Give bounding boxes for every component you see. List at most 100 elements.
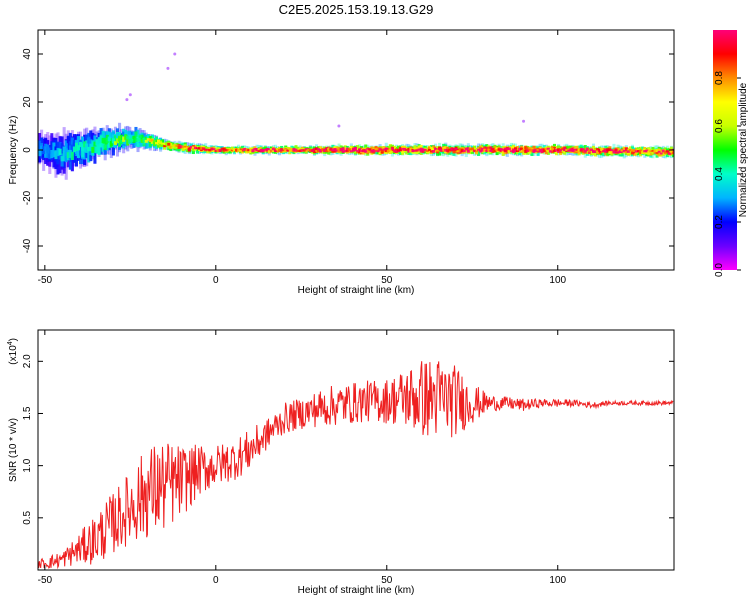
spectrogram-cell (614, 148, 618, 152)
spectrogram-cell (345, 149, 349, 152)
spectrogram-cell (669, 149, 673, 153)
spectrogram-cell (610, 149, 614, 152)
spectrogram-cell (120, 139, 124, 144)
spectrogram-cell (479, 147, 483, 151)
spectrogram-cell (450, 148, 454, 151)
spectrogram-cell (622, 149, 626, 153)
spectrogram-cell (360, 149, 364, 153)
spectrogram-cell (565, 148, 569, 152)
spectrogram-cell (358, 149, 362, 154)
spectrogram-cell (87, 136, 91, 150)
colorbar: 0.0 0.2 0.4 0.6 0.8 Normalized spectral ampl… (713, 30, 749, 277)
spectrogram-cell (548, 148, 552, 151)
spectrogram-cell (251, 149, 255, 153)
y-tick-label: -20 (22, 190, 33, 205)
colorbar-ticks: 0.0 0.2 0.4 0.6 0.8 (714, 71, 741, 277)
spectrogram-cell (284, 149, 288, 153)
spectrogram-cell (665, 150, 669, 153)
spectrogram-cell (616, 151, 620, 154)
spectrogram-cell (495, 148, 499, 152)
spectrogram-cell (536, 148, 540, 151)
spectrogram-cell (243, 148, 247, 152)
y-tick-label: 20 (22, 96, 33, 108)
spectrogram-cell (282, 149, 286, 152)
spectrogram-cell (472, 149, 477, 153)
spectrogram-cell (485, 149, 489, 152)
spectrogram-cell (300, 149, 304, 152)
spectrogram-cell (518, 147, 522, 151)
spectrogram-cell (647, 147, 651, 154)
spectrogram-cell (134, 131, 138, 141)
spectrogram-cell (483, 148, 487, 152)
spectrogram-cell (589, 148, 593, 152)
spectrogram-cell (181, 146, 185, 148)
spectrogram-cell (579, 149, 583, 152)
spectrogram-cell (468, 148, 472, 151)
snr-x-label: Height of straight line (km) (298, 585, 415, 596)
spectrogram-cell (544, 147, 548, 151)
spectrogram-cell (115, 133, 120, 144)
spectrogram-cell (632, 149, 637, 153)
spectrogram-cell (448, 149, 452, 153)
spectrogram-cell (214, 147, 218, 151)
spectrogram-cell (577, 148, 581, 152)
y-tick-label: 40 (22, 48, 33, 60)
spectrogram-cell (614, 150, 618, 154)
spectrogram-cell (126, 136, 130, 140)
spectrogram-cell (446, 146, 450, 152)
spectrogram-cell (390, 147, 394, 150)
spectrogram-cell (269, 148, 273, 153)
spectrogram-cell (134, 138, 138, 142)
spectrogram-cell (593, 150, 598, 153)
spectrogram-cell (267, 148, 271, 153)
spectrogram-cell (70, 144, 74, 156)
spectrogram-cell (132, 137, 136, 143)
spectrogram-cell (341, 147, 345, 151)
spectrogram-cell (581, 149, 585, 154)
spectrogram-cell (567, 149, 571, 152)
spectrogram-cell (195, 147, 200, 150)
spectrogram-cell (312, 149, 316, 154)
spectrogram-cell (167, 142, 171, 146)
spectrogram-cell (520, 147, 524, 150)
spectrogram-cell (76, 145, 81, 151)
spectrogram-cell (144, 136, 148, 141)
spectrogram-cell (499, 149, 503, 153)
spectrogram-cell (458, 148, 462, 152)
spectrogram-cell (275, 148, 280, 151)
spectrogram-cell (206, 148, 210, 151)
y-tick-label: 0 (22, 147, 33, 153)
spectrogram-cell (366, 148, 370, 150)
spectrogram-cell (335, 149, 339, 152)
spectrogram-cell (358, 148, 362, 151)
spectrogram-cell (325, 147, 329, 152)
spectrogram-cell (214, 149, 218, 153)
spectrogram-cell (487, 148, 491, 152)
spectrogram-cell (87, 146, 91, 152)
spectrogram-cell (66, 152, 70, 159)
spectrogram-cell (647, 151, 651, 155)
spectrogram-cell (421, 148, 425, 151)
spectrogram-cell (507, 147, 511, 151)
spectrogram-cell (376, 147, 380, 152)
spectrogram-cell (653, 149, 657, 153)
spectrogram-cell (42, 146, 46, 155)
spectrogram-cell (552, 149, 557, 153)
spectrogram-cell (427, 146, 431, 151)
spectrogram-cell (598, 149, 602, 153)
spectrogram-cell (226, 148, 230, 151)
spectrogram-cell (436, 149, 440, 152)
spectrogram-cell (378, 148, 382, 151)
spectrogram-cell (462, 149, 466, 152)
spectrogram-cell (220, 147, 224, 151)
spectrogram-cell (48, 153, 52, 160)
spectrogram-cell (386, 149, 390, 153)
spectrogram-cell (130, 137, 134, 142)
spectrogram-cell (298, 149, 302, 152)
spectrogram-cell (624, 147, 628, 153)
spectrogram-cell (74, 142, 79, 151)
spectrogram-cell (183, 147, 187, 150)
spectrogram-cell (263, 149, 267, 153)
spectrogram-cell (44, 143, 48, 151)
spectrogram-cell (99, 143, 103, 148)
